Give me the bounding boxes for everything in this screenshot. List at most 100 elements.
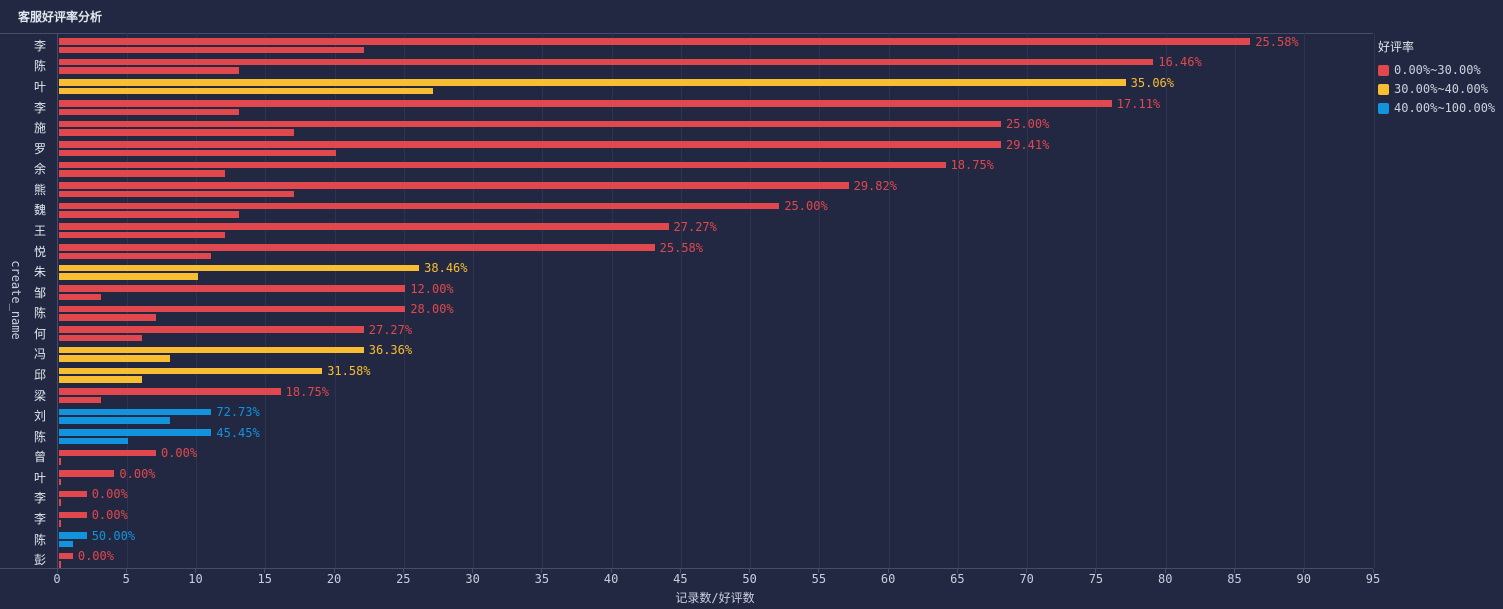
y-tick-label: 冯: [33, 347, 46, 362]
legend-swatch-icon: [1378, 83, 1389, 95]
records-bar[interactable]: [59, 470, 115, 477]
good-bar[interactable]: [59, 149, 337, 157]
records-bar[interactable]: [59, 244, 655, 251]
good-bar[interactable]: [59, 355, 170, 362]
legend-item[interactable]: 30.00%~40.00%: [1378, 83, 1495, 95]
x-tick-mark: [1026, 569, 1028, 573]
x-tick-mark: [472, 569, 474, 573]
rate-label: 0.00%: [77, 549, 114, 564]
x-tick-mark: [1095, 569, 1097, 573]
rate-label: 27.27%: [368, 322, 413, 337]
records-bar[interactable]: [59, 305, 406, 313]
good-bar[interactable]: [59, 314, 156, 321]
records-bar[interactable]: [59, 449, 156, 457]
legend-items: 0.00%~30.00% 30.00%~40.00% 40.00%~100.00%: [1378, 64, 1495, 114]
x-tick-mark: [679, 569, 681, 573]
good-bar[interactable]: [59, 417, 170, 424]
good-bar[interactable]: [59, 396, 101, 404]
records-bar[interactable]: [59, 388, 281, 395]
good-bar[interactable]: [59, 46, 364, 54]
good-bar[interactable]: [59, 334, 143, 342]
x-gridline: [819, 33, 821, 568]
records-bar[interactable]: [59, 182, 849, 189]
x-gridline: [1304, 33, 1306, 568]
x-gridline: [196, 33, 198, 568]
good-bar[interactable]: [59, 499, 61, 506]
good-bar[interactable]: [59, 520, 61, 527]
y-tick-label: 悦: [33, 244, 46, 259]
legend-swatch-icon: [1378, 102, 1389, 114]
records-bar[interactable]: [59, 511, 87, 519]
records-bar[interactable]: [59, 141, 1001, 148]
good-bar[interactable]: [59, 87, 434, 95]
rate-label: 36.36%: [368, 343, 413, 358]
records-bar[interactable]: [59, 264, 420, 272]
rate-label: 25.58%: [1255, 34, 1299, 49]
good-bar[interactable]: [59, 478, 61, 486]
x-tick-label: 70: [1019, 572, 1034, 586]
good-bar[interactable]: [59, 211, 240, 218]
x-tick-label: 90: [1296, 572, 1311, 586]
rate-label: 31.58%: [327, 364, 371, 379]
good-bar[interactable]: [59, 252, 212, 260]
legend-item[interactable]: 0.00%~30.00%: [1378, 64, 1495, 76]
x-tick-label: 75: [1088, 572, 1104, 586]
legend-item[interactable]: 40.00%~100.00%: [1378, 102, 1495, 114]
rate-label: 0.00%: [91, 487, 128, 502]
x-tick-mark: [1372, 569, 1374, 573]
x-gridline: [1096, 33, 1098, 568]
x-tick-label: 25: [396, 572, 411, 586]
x-tick-mark: [541, 569, 543, 573]
records-bar[interactable]: [59, 552, 73, 560]
good-bar[interactable]: [59, 437, 129, 445]
records-bar[interactable]: [59, 346, 364, 354]
records-bar[interactable]: [59, 38, 1251, 45]
good-bar[interactable]: [59, 108, 240, 116]
good-bar[interactable]: [59, 231, 226, 239]
x-tick-mark: [264, 569, 266, 573]
records-bar[interactable]: [59, 367, 323, 375]
records-bar[interactable]: [59, 79, 1126, 86]
records-bar[interactable]: [59, 285, 406, 292]
x-tick-label: 55: [811, 572, 827, 586]
good-bar[interactable]: [59, 129, 295, 136]
x-tick-label: 95: [1365, 572, 1381, 586]
good-bar[interactable]: [59, 561, 61, 568]
good-bar[interactable]: [59, 540, 73, 548]
records-bar[interactable]: [59, 490, 87, 498]
x-tick-mark: [1233, 569, 1235, 573]
x-tick-mark: [333, 569, 335, 573]
x-gridline: [1027, 33, 1029, 568]
records-bar[interactable]: [59, 100, 1112, 107]
records-bar[interactable]: [59, 408, 212, 416]
rate-label: 16.46%: [1158, 55, 1202, 70]
x-gridline: [126, 33, 128, 568]
good-bar[interactable]: [59, 458, 61, 465]
rate-label: 18.75%: [285, 384, 329, 399]
rate-label: 0.00%: [119, 466, 156, 481]
good-bar[interactable]: [59, 293, 101, 301]
rate-label: 72.73%: [216, 405, 260, 420]
good-bar[interactable]: [59, 190, 295, 198]
x-gridline: [888, 33, 890, 568]
y-tick-label: 李: [33, 38, 46, 53]
records-bar[interactable]: [59, 532, 87, 539]
x-gridline: [542, 33, 544, 568]
good-bar[interactable]: [59, 170, 226, 177]
records-bar[interactable]: [59, 161, 946, 169]
records-bar[interactable]: [59, 326, 364, 333]
y-tick-label: 施: [33, 121, 46, 136]
records-bar[interactable]: [59, 429, 212, 436]
records-bar[interactable]: [59, 58, 1154, 66]
good-bar[interactable]: [59, 67, 240, 74]
y-tick-label: 陈: [33, 306, 46, 321]
good-bar[interactable]: [59, 376, 143, 383]
good-bar[interactable]: [59, 273, 198, 280]
y-tick-label: 魏: [33, 203, 46, 218]
legend-swatch-icon: [1378, 64, 1389, 76]
records-bar[interactable]: [59, 223, 669, 230]
records-bar[interactable]: [59, 120, 1001, 128]
y-tick-label: 李: [33, 512, 46, 527]
records-bar[interactable]: [59, 202, 780, 210]
